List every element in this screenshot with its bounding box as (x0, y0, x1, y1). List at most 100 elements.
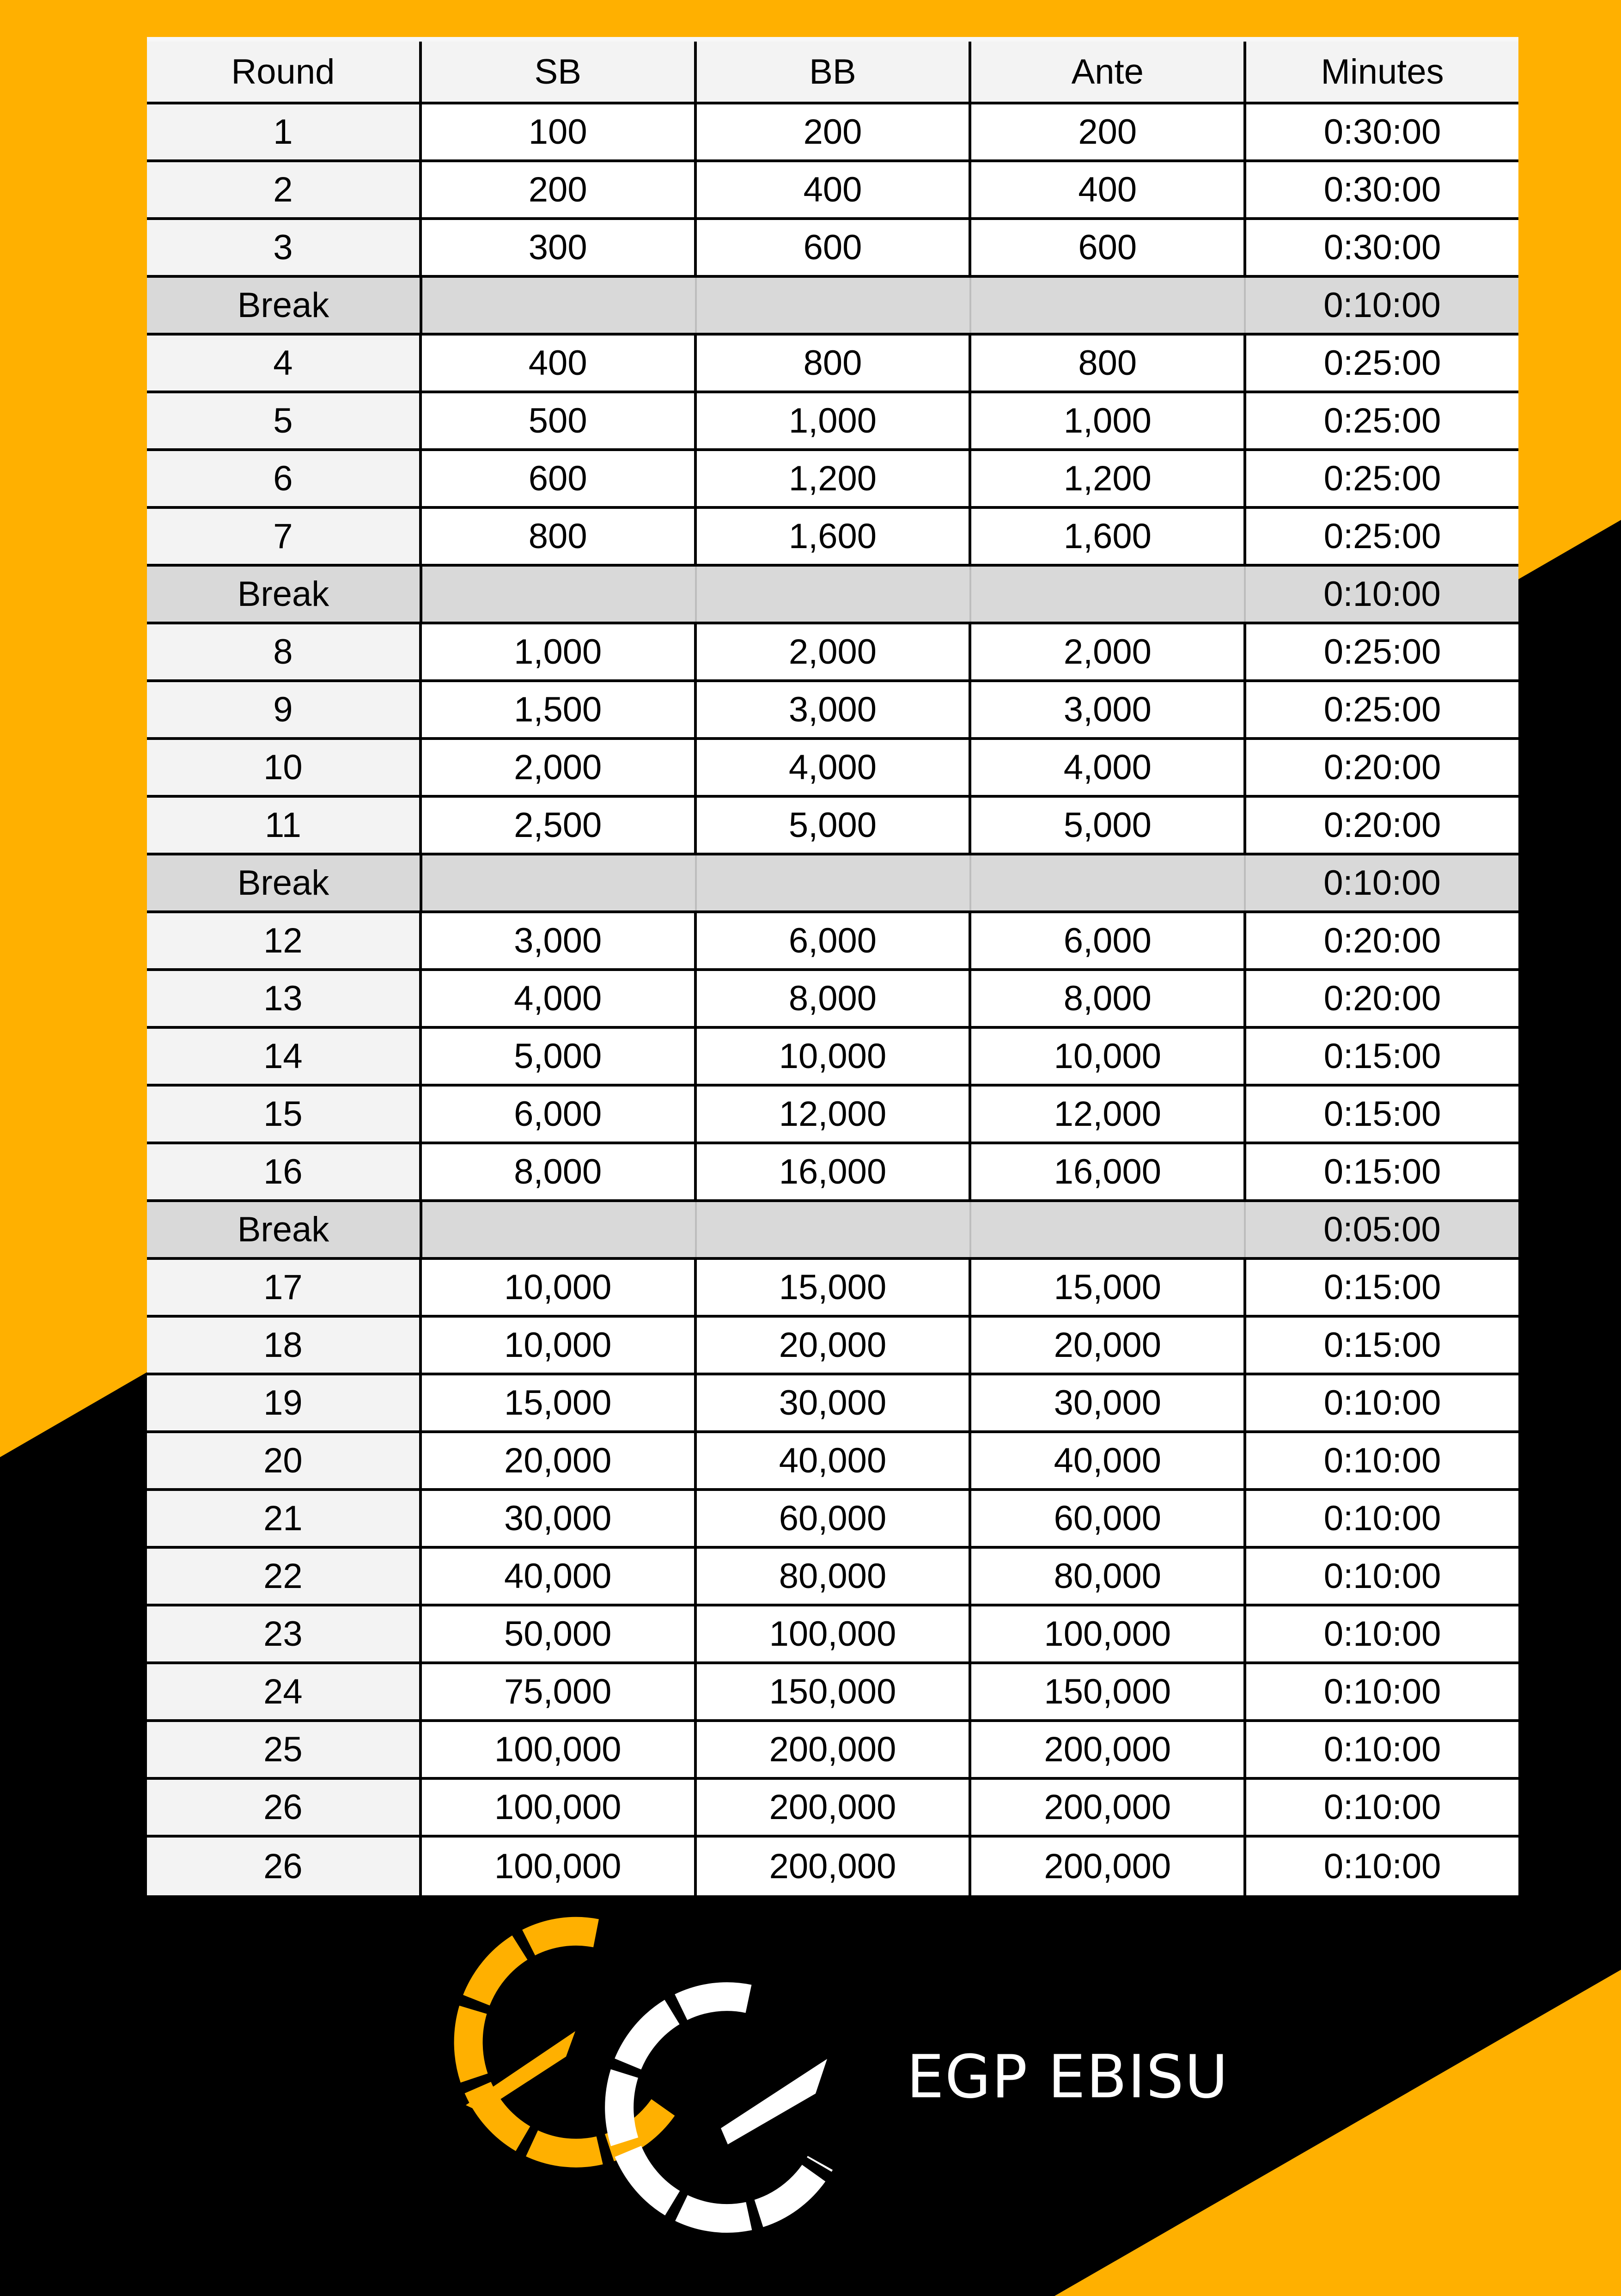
table-header-row: Round SB BB Ante Minutes (147, 42, 1518, 104)
cell-ante: 200 (971, 104, 1247, 159)
cell-round: 17 (147, 1260, 422, 1315)
cell-minutes: 0:20:00 (1246, 740, 1518, 795)
cell-round: Break (147, 278, 422, 333)
cell-minutes: 0:15:00 (1246, 1087, 1518, 1142)
cell-round: 12 (147, 913, 422, 968)
cell-ante: 200,000 (971, 1838, 1247, 1895)
cell-bb: 40,000 (696, 1433, 972, 1488)
blind-structure-table: Round SB BB Ante Minutes 1 100 200 200 0:30:… (147, 37, 1518, 1895)
cell-bb: 600 (696, 220, 972, 275)
cell-sb: 100,000 (421, 1838, 697, 1895)
cell-round: 24 (147, 1664, 422, 1719)
cell-round: 2 (147, 162, 422, 217)
cell-round: 1 (147, 104, 422, 159)
cell-sb: 20,000 (421, 1433, 697, 1488)
cell-bb (697, 278, 971, 333)
cell-round: 6 (147, 451, 422, 506)
cell-sb: 2,000 (421, 740, 697, 795)
cell-sb: 4,000 (421, 971, 697, 1026)
cell-minutes: 0:25:00 (1246, 509, 1518, 564)
cell-sb: 8,000 (421, 1144, 697, 1199)
cell-sb: 3,000 (421, 913, 697, 968)
cell-round: 9 (147, 682, 422, 737)
table-row: 5 500 1,000 1,000 0:25:00 (147, 393, 1518, 451)
cell-bb: 4,000 (696, 740, 972, 795)
table-row: 1 100 200 200 0:30:00 (147, 104, 1518, 162)
cell-sb: 300 (421, 220, 697, 275)
cell-minutes: 0:25:00 (1246, 336, 1518, 391)
cell-sb: 200 (421, 162, 697, 217)
cell-round: 3 (147, 220, 422, 275)
cell-ante: 200,000 (971, 1780, 1247, 1835)
cell-sb (422, 855, 697, 910)
cell-ante: 16,000 (971, 1144, 1247, 1199)
cell-ante (971, 567, 1246, 622)
cell-ante: 30,000 (971, 1375, 1247, 1430)
cell-minutes: 0:15:00 (1246, 1144, 1518, 1199)
cell-round: 10 (147, 740, 422, 795)
cell-sb: 100,000 (421, 1722, 697, 1777)
cell-minutes: 0:30:00 (1246, 104, 1518, 159)
cell-round: 8 (147, 624, 422, 679)
cell-minutes: 0:10:00 (1246, 1722, 1518, 1777)
cell-ante: 1,600 (971, 509, 1247, 564)
table-row: 11 2,500 5,000 5,000 0:20:00 (147, 798, 1518, 855)
cell-round: 18 (147, 1318, 422, 1373)
orange-g-ring (454, 1917, 675, 2168)
cell-ante: 1,000 (971, 393, 1247, 448)
cell-round: 16 (147, 1144, 422, 1199)
cell-round: 20 (147, 1433, 422, 1488)
cell-sb: 30,000 (421, 1491, 697, 1546)
cell-bb (697, 567, 971, 622)
cell-bb: 30,000 (696, 1375, 972, 1430)
table-row: 14 5,000 10,000 10,000 0:15:00 (147, 1029, 1518, 1087)
cell-ante: 80,000 (971, 1549, 1247, 1604)
cell-minutes: 0:10:00 (1246, 1838, 1518, 1895)
cell-minutes: 0:10:00 (1246, 567, 1518, 622)
cell-round: 14 (147, 1029, 422, 1084)
cell-round: 22 (147, 1549, 422, 1604)
cell-ante: 3,000 (971, 682, 1247, 737)
cell-ante: 600 (971, 220, 1247, 275)
cell-minutes: 0:30:00 (1246, 162, 1518, 217)
cell-round: 26 (147, 1838, 422, 1895)
table-row: 25 100,000 200,000 200,000 0:10:00 (147, 1722, 1518, 1780)
cell-bb: 150,000 (696, 1664, 972, 1719)
cell-round: 21 (147, 1491, 422, 1546)
cell-minutes: 0:15:00 (1246, 1318, 1518, 1373)
cell-minutes: 0:15:00 (1246, 1260, 1518, 1315)
cell-bb (697, 1202, 971, 1257)
cell-ante: 100,000 (971, 1606, 1247, 1661)
cell-minutes: 0:10:00 (1246, 1664, 1518, 1719)
cell-sb: 2,500 (421, 798, 697, 853)
cell-round: Break (147, 1202, 422, 1257)
break-row: Break 0:05:00 (147, 1202, 1518, 1260)
cell-bb: 400 (696, 162, 972, 217)
cell-sb (422, 567, 697, 622)
cell-minutes: 0:25:00 (1246, 624, 1518, 679)
cell-minutes: 0:10:00 (1246, 1491, 1518, 1546)
cell-bb: 16,000 (696, 1144, 972, 1199)
table-row: 26 100,000 200,000 200,000 0:10:00 (147, 1780, 1518, 1838)
table-row: 24 75,000 150,000 150,000 0:10:00 (147, 1664, 1518, 1722)
cell-minutes: 0:30:00 (1246, 220, 1518, 275)
cell-minutes: 0:20:00 (1246, 798, 1518, 853)
cell-round: 15 (147, 1087, 422, 1142)
cell-round: 7 (147, 509, 422, 564)
cell-bb: 200 (696, 104, 972, 159)
cell-bb: 80,000 (696, 1549, 972, 1604)
cell-minutes: 0:15:00 (1246, 1029, 1518, 1084)
cell-sb: 500 (421, 393, 697, 448)
table-row: 3 300 600 600 0:30:00 (147, 220, 1518, 278)
header-bb: BB (696, 42, 972, 102)
cell-bb: 200,000 (696, 1722, 972, 1777)
cell-bb: 20,000 (696, 1318, 972, 1373)
cell-ante (971, 855, 1246, 910)
cell-sb: 10,000 (421, 1260, 697, 1315)
cell-sb: 1,000 (421, 624, 697, 679)
header-ante: Ante (971, 42, 1247, 102)
cell-round: 25 (147, 1722, 422, 1777)
cell-minutes: 0:10:00 (1246, 1433, 1518, 1488)
cell-ante: 5,000 (971, 798, 1247, 853)
cell-ante: 150,000 (971, 1664, 1247, 1719)
